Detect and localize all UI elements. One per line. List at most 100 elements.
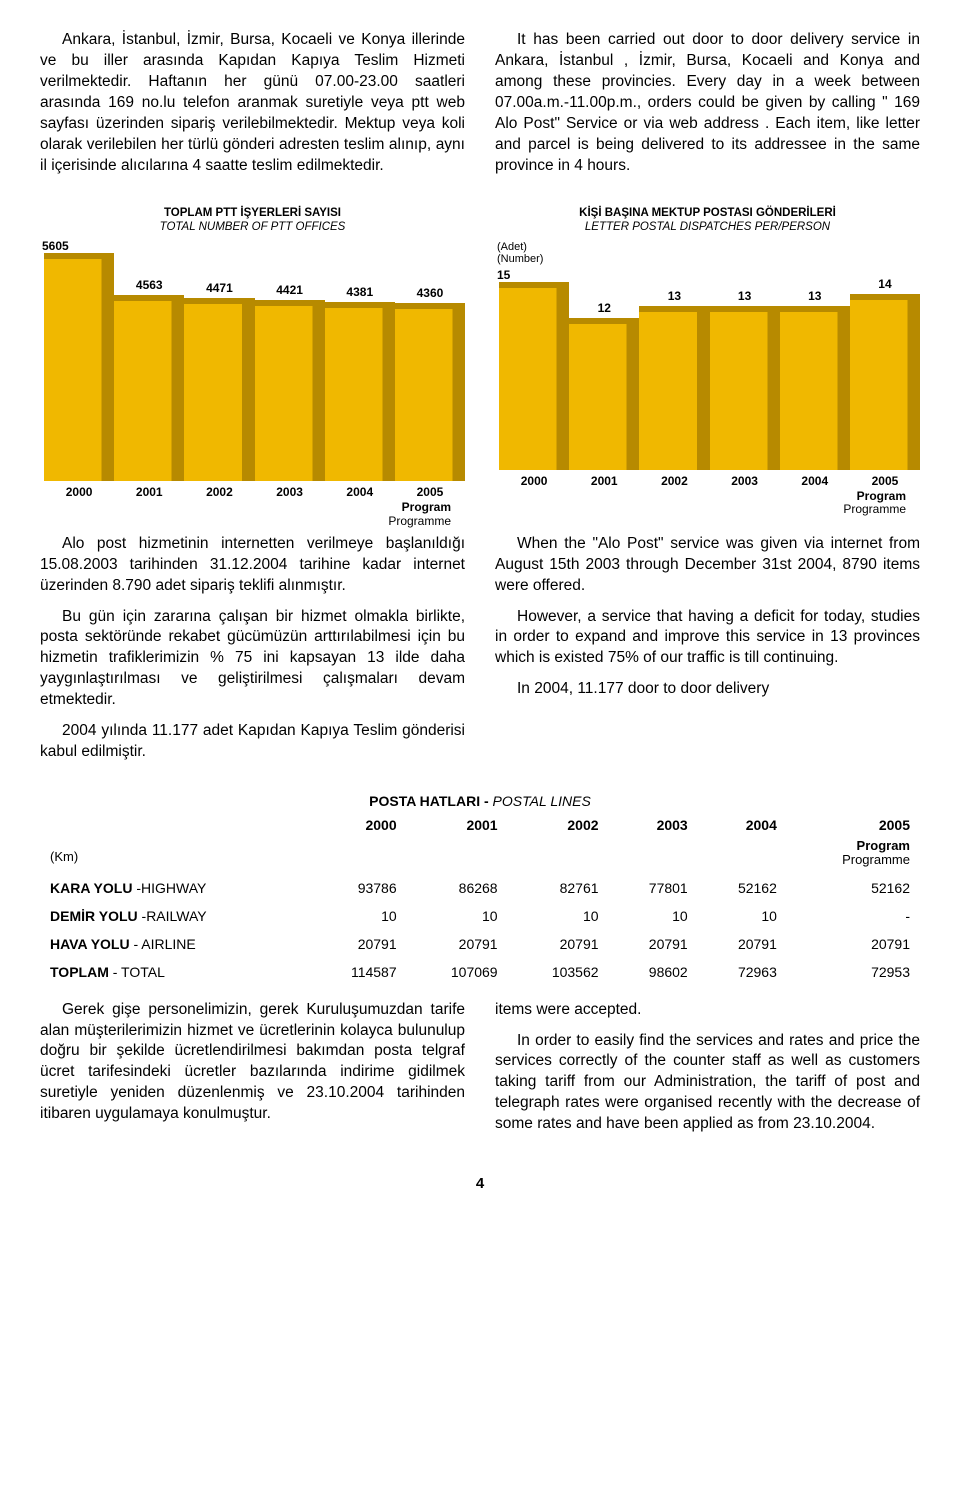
table-cell: 52162	[787, 874, 920, 902]
bar-group: 4563	[114, 278, 184, 482]
chart-right-unit-tr: (Adet)	[497, 241, 920, 253]
table-row-label: KARA YOLU -HIGHWAY	[40, 874, 307, 902]
mid-left-paragraph: Bu gün için zararına çalışan bir hizmet …	[40, 607, 465, 712]
mid-right-paragraph: When the "Alo Post" service was given vi…	[495, 534, 920, 597]
table-cell: 20791	[307, 930, 406, 958]
table-cell: 82761	[508, 874, 609, 902]
chart-dispatches-per-person: KİŞİ BAŞINA MEKTUP POSTASI GÖNDERİLERİ L…	[495, 206, 920, 527]
bar-value-label: 13	[808, 289, 821, 303]
mid-right-paragraph: In 2004, 11.177 door to door delivery	[495, 679, 920, 700]
bar	[255, 300, 325, 481]
postal-lines-table: POSTA HATLARI - POSTAL LINES 20002001200…	[40, 793, 920, 986]
chart-right-program: Program	[495, 490, 906, 503]
table-cell: 114587	[307, 958, 406, 986]
bottom-left-paragraph: Gerek gişe personelimizin, gerek Kuruluş…	[40, 1000, 465, 1126]
table-row-label: DEMİR YOLU -RAILWAY	[40, 902, 307, 930]
table-row: HAVA YOLU - AIRLINE207912079120791207912…	[40, 930, 920, 958]
bar-group: 4381	[325, 285, 395, 482]
bar-value-label: 13	[738, 289, 751, 303]
bar-group: 4421	[255, 283, 325, 481]
table-cell: 20791	[407, 930, 508, 958]
table-cell: 10	[508, 902, 609, 930]
x-axis-label: 2004	[780, 474, 850, 488]
table-year-header: 2002	[508, 811, 609, 839]
bar-value-label: 12	[598, 301, 611, 315]
bar-group: 13	[710, 289, 780, 470]
table-title-sep: -	[480, 793, 492, 809]
table-program: Program	[797, 839, 910, 853]
table-cell: 10	[609, 902, 698, 930]
bar-value-label: 4381	[346, 285, 373, 299]
bar	[44, 253, 114, 481]
bar	[395, 303, 465, 482]
x-axis-label: 2005	[395, 485, 465, 499]
chart-right-programme: Programme	[495, 503, 906, 516]
chart-left-ymax: 5605	[42, 239, 69, 253]
bar	[639, 306, 709, 470]
x-axis-label: 2001	[569, 474, 639, 488]
table-row-label: TOPLAM - TOTAL	[40, 958, 307, 986]
bar-value-label: 14	[878, 277, 891, 291]
bar	[850, 294, 920, 470]
table-cell: 20791	[508, 930, 609, 958]
table-year-header: 2001	[407, 811, 508, 839]
bar-group: 13	[639, 289, 709, 470]
bar	[184, 298, 254, 481]
table-title-en: POSTAL LINES	[493, 793, 591, 809]
table-year-header: 2000	[307, 811, 406, 839]
table-cell: 52162	[698, 874, 787, 902]
top-right-paragraph: It has been carried out door to door del…	[495, 30, 920, 176]
x-axis-label: 2000	[499, 474, 569, 488]
bar-group: 4360	[395, 286, 465, 482]
chart-right-ymax: 15	[497, 268, 510, 282]
table-row: KARA YOLU -HIGHWAY9378686268827617780152…	[40, 874, 920, 902]
bar-value-label: 4360	[417, 286, 444, 300]
table-cell: 98602	[609, 958, 698, 986]
table-cell: 72963	[698, 958, 787, 986]
table-cell: 107069	[407, 958, 508, 986]
x-axis-label: 2001	[114, 485, 184, 499]
bar-value-label: 4563	[136, 278, 163, 292]
chart-ptt-offices: TOPLAM PTT İŞYERLERİ SAYISI TOTAL NUMBER…	[40, 206, 465, 527]
bar-value-label: 13	[668, 289, 681, 303]
table-cell: 103562	[508, 958, 609, 986]
table-cell: 10	[698, 902, 787, 930]
x-axis-label: 2004	[325, 485, 395, 499]
bar	[325, 302, 395, 482]
chart-left-title: TOPLAM PTT İŞYERLERİ SAYISI	[40, 206, 465, 221]
bar	[569, 318, 639, 470]
bottom-right-paragraph-2: In order to easily find the services and…	[495, 1031, 920, 1136]
chart-right-unit-en: (Number)	[497, 253, 920, 265]
bar-group	[499, 279, 569, 470]
x-axis-label: 2002	[639, 474, 709, 488]
table-cell: 10	[407, 902, 508, 930]
mid-left-paragraph: 2004 yılında 11.177 adet Kapıdan Kapıya …	[40, 721, 465, 763]
bar	[114, 295, 184, 482]
bar-group: 14	[850, 277, 920, 470]
table-cell: 93786	[307, 874, 406, 902]
bar-value-label: 4421	[276, 283, 303, 297]
table-cell: 86268	[407, 874, 508, 902]
bar	[499, 282, 569, 470]
mid-left-paragraph: Alo post hizmetinin internetten verilmey…	[40, 534, 465, 597]
table-cell: 72953	[787, 958, 920, 986]
chart-right-subtitle: LETTER POSTAL DISPATCHES PER/PERSON	[495, 221, 920, 233]
x-axis-label: 2002	[184, 485, 254, 499]
x-axis-label: 2005	[850, 474, 920, 488]
table-cell: -	[787, 902, 920, 930]
bar-group: 12	[569, 301, 639, 470]
bar	[710, 306, 780, 470]
table-cell: 20791	[787, 930, 920, 958]
chart-right-title: KİŞİ BAŞINA MEKTUP POSTASI GÖNDERİLERİ	[495, 206, 920, 221]
top-left-paragraph: Ankara, İstanbul, İzmir, Bursa, Kocaeli …	[40, 30, 465, 176]
bar-group: 13	[780, 289, 850, 470]
bar-group	[44, 250, 114, 481]
bar-value-label: 4471	[206, 281, 233, 295]
chart-left-programme: Programme	[40, 515, 451, 528]
x-axis-label: 2003	[710, 474, 780, 488]
chart-left-subtitle: TOTAL NUMBER OF PTT OFFICES	[40, 221, 465, 233]
table-unit-label: (Km)	[40, 839, 307, 874]
table-year-header: 2004	[698, 811, 787, 839]
table-cell: 20791	[698, 930, 787, 958]
table-year-header: 2005	[787, 811, 920, 839]
